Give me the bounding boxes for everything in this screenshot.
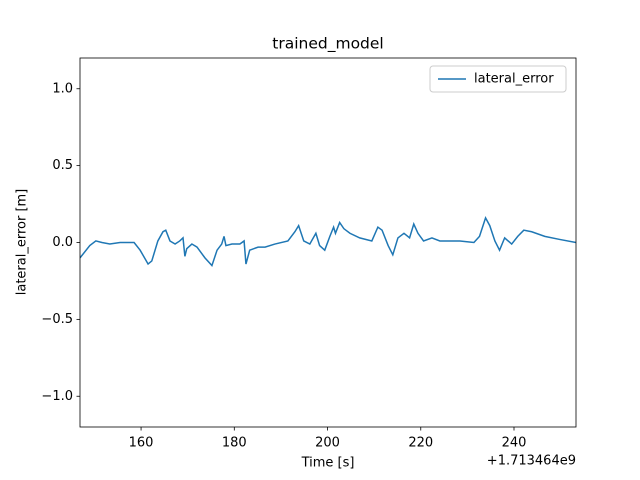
- x-tick-label: 220: [408, 436, 433, 451]
- y-tick-label: −1.0: [41, 389, 73, 404]
- x-tick-label: 200: [315, 436, 340, 451]
- x-tick-label: 180: [222, 436, 247, 451]
- x-tick-label: 240: [502, 436, 527, 451]
- y-tick-label: 0.5: [52, 158, 73, 173]
- data-line: [80, 216, 576, 268]
- y-tick-label: 1.0: [52, 81, 73, 96]
- x-axis-label: Time [s]: [301, 456, 355, 471]
- y-tick-label: 0.0: [52, 235, 73, 250]
- x-tick-label: 160: [129, 436, 154, 451]
- legend-label: lateral_error: [474, 72, 554, 87]
- x-offset-label: +1.713464e9: [487, 454, 576, 469]
- plot-frame: [79, 57, 577, 428]
- y-axis-label: lateral_error [m]: [15, 189, 30, 296]
- y-tick-label: −0.5: [41, 312, 73, 327]
- legend-box: [429, 65, 567, 93]
- chart-title: trained_model: [272, 35, 383, 54]
